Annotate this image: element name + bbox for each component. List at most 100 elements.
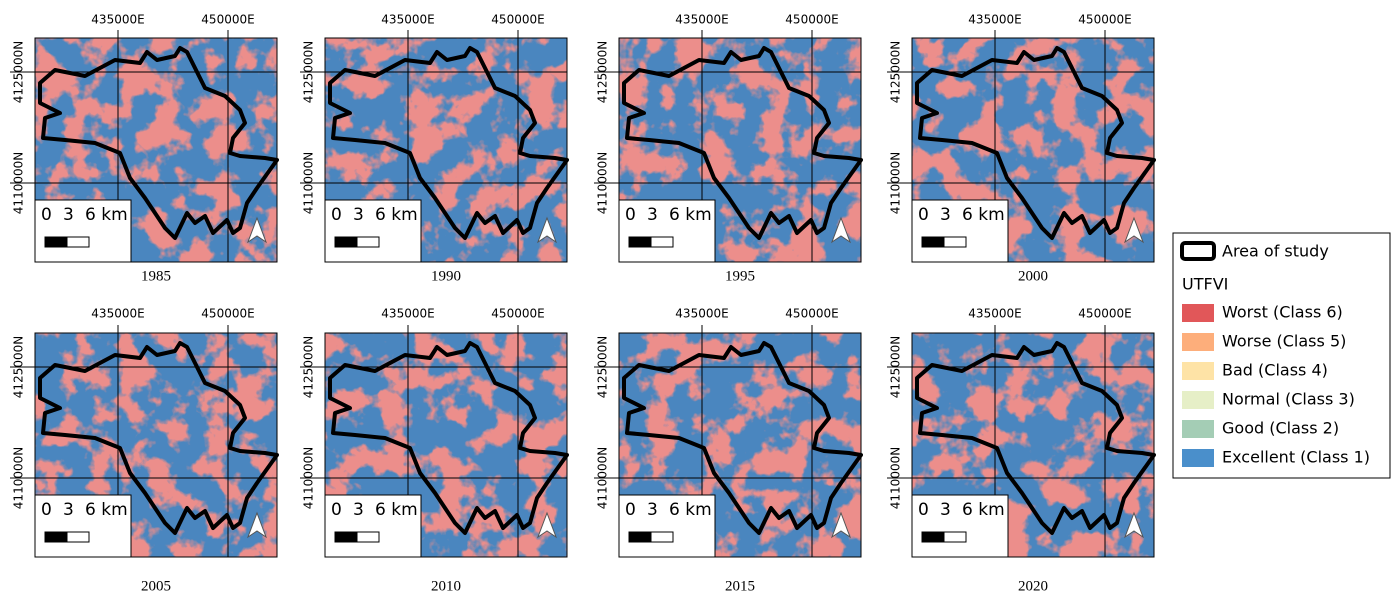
- northing-label: 4125000N: [12, 41, 26, 103]
- scale-label: 0: [331, 500, 342, 520]
- northing-label: 4125000N: [889, 336, 903, 398]
- scale-bar: [943, 236, 967, 248]
- map-frame: [618, 37, 862, 263]
- map-frame: [911, 37, 1155, 263]
- northing-label: 4110000N: [596, 447, 610, 509]
- scale-bar: [921, 531, 945, 543]
- easting-label: 450000E: [785, 13, 838, 27]
- year-caption: 2010: [431, 578, 461, 594]
- scale-label: 6 km: [85, 205, 128, 225]
- map-frame: [911, 332, 1155, 558]
- scale-label: 3: [647, 205, 658, 225]
- legend-swatch: [1182, 449, 1214, 467]
- boundary-symbol: [1180, 241, 1216, 261]
- scale-box: [34, 199, 132, 263]
- easting-label: 450000E: [1078, 307, 1131, 321]
- scale-bar: [650, 236, 674, 248]
- scale-bar: [356, 531, 380, 543]
- scale-bar: [628, 236, 652, 248]
- easting-label: 435000E: [675, 307, 728, 321]
- scale-bar: [921, 236, 945, 248]
- scale-bar: [334, 236, 358, 248]
- scale-label: 6 km: [669, 205, 712, 225]
- northing-label: 4125000N: [12, 336, 26, 398]
- scale-label: 3: [63, 205, 74, 225]
- scale-label: 3: [940, 205, 951, 225]
- easting-label: 450000E: [201, 307, 254, 321]
- northing-label: 4110000N: [889, 152, 903, 214]
- scale-box: [618, 494, 716, 558]
- scale-bar: [650, 531, 674, 543]
- easting-label: 450000E: [1078, 13, 1131, 27]
- easting-label: 435000E: [381, 13, 434, 27]
- scale-label: 6 km: [962, 205, 1005, 225]
- easting-label: 435000E: [91, 13, 144, 27]
- scale-label: 6 km: [962, 500, 1005, 520]
- north-arrow: [830, 216, 852, 244]
- scale-label: 0: [918, 500, 929, 520]
- map-frame: [618, 332, 862, 558]
- easting-label: 435000E: [381, 307, 434, 321]
- north-arrow: [1123, 511, 1145, 539]
- map-frame: [324, 37, 568, 263]
- scale-label: 0: [41, 500, 52, 520]
- scale-box: [911, 199, 1009, 263]
- year-caption: 2005: [141, 578, 171, 594]
- northing-label: 4125000N: [889, 41, 903, 103]
- scale-label: 0: [625, 205, 636, 225]
- legend-swatch: [1182, 304, 1214, 322]
- scale-bar: [943, 531, 967, 543]
- legend-box: [1172, 232, 1391, 479]
- easting-label: 435000E: [968, 13, 1021, 27]
- legend-swatch: [1182, 420, 1214, 438]
- scale-label: 6 km: [375, 500, 418, 520]
- easting-label: 450000E: [785, 307, 838, 321]
- northing-label: 4110000N: [12, 447, 26, 509]
- year-caption: 2015: [725, 578, 755, 594]
- northing-label: 4110000N: [12, 152, 26, 214]
- scale-bar: [628, 531, 652, 543]
- scale-label: 0: [331, 205, 342, 225]
- easting-label: 435000E: [675, 13, 728, 27]
- year-caption: 2020: [1018, 578, 1048, 594]
- scale-bar: [356, 236, 380, 248]
- northing-label: 4125000N: [302, 336, 316, 398]
- north-arrow: [1123, 216, 1145, 244]
- scale-label: 3: [353, 205, 364, 225]
- scale-bar: [334, 531, 358, 543]
- scale-box: [34, 494, 132, 558]
- easting-label: 450000E: [491, 13, 544, 27]
- year-caption: 1990: [431, 268, 461, 284]
- easting-label: 450000E: [491, 307, 544, 321]
- scale-label: 3: [647, 500, 658, 520]
- north-arrow: [246, 216, 268, 244]
- legend-label: Excellent (Class 1): [1222, 448, 1370, 467]
- legend-label: Worst (Class 6): [1222, 303, 1343, 322]
- legend: Area of study UTFVI Worst (Class 6) Worse…: [1172, 232, 1391, 479]
- legend-label: Area of study: [1222, 242, 1329, 261]
- scale-label: 0: [918, 205, 929, 225]
- northing-label: 4110000N: [302, 152, 316, 214]
- northing-label: 4110000N: [596, 152, 610, 214]
- map-frame: [34, 37, 278, 263]
- easting-label: 435000E: [91, 307, 144, 321]
- northing-label: 4125000N: [596, 41, 610, 103]
- year-caption: 2000: [1018, 268, 1048, 284]
- north-arrow: [246, 511, 268, 539]
- scale-label: 6 km: [85, 500, 128, 520]
- legend-label: Good (Class 2): [1222, 419, 1339, 438]
- scale-box: [911, 494, 1009, 558]
- easting-label: 435000E: [968, 307, 1021, 321]
- scale-label: 0: [41, 205, 52, 225]
- scale-label: 3: [63, 500, 74, 520]
- map-frame: [324, 332, 568, 558]
- scale-bar: [44, 531, 68, 543]
